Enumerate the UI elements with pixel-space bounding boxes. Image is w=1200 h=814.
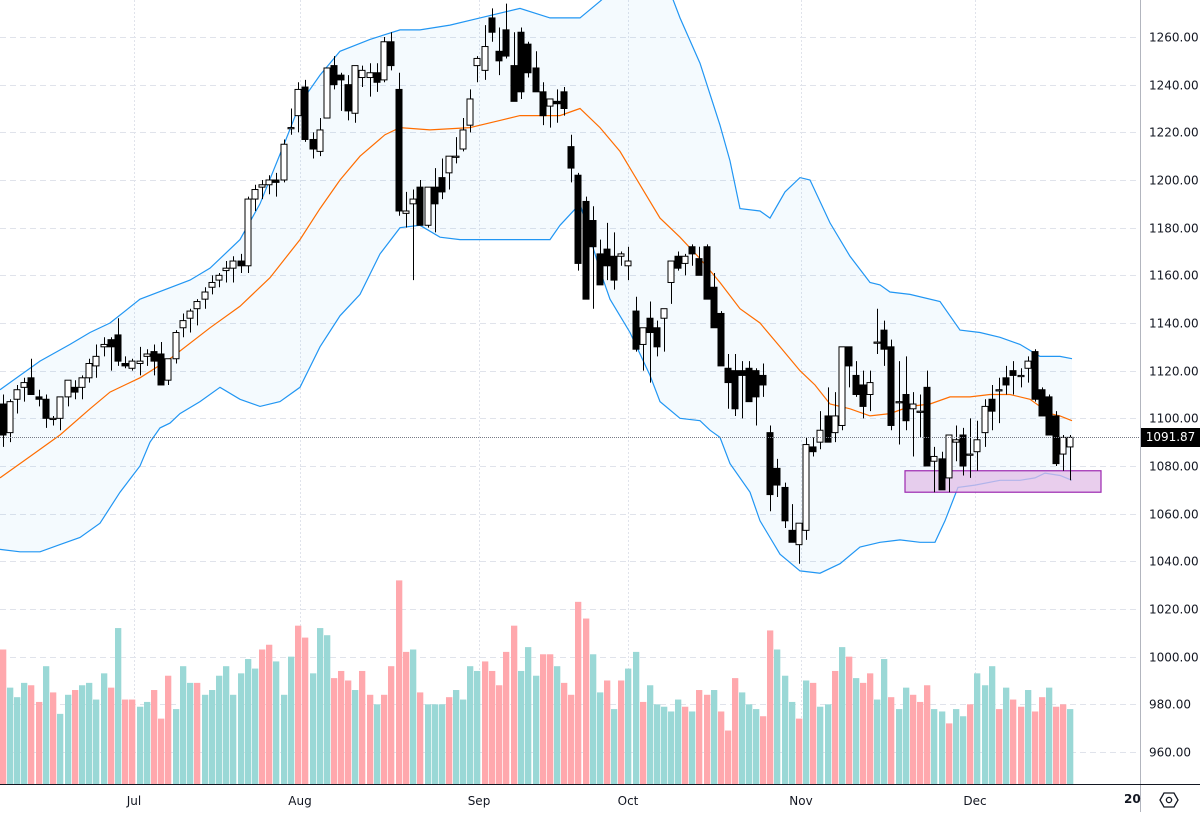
time-axis[interactable]: Jul Aug Sep Oct Nov Dec — [0, 784, 1200, 809]
price-tick-label: 1100.00 — [1149, 412, 1199, 426]
price-tick-label: 1240.00 — [1149, 79, 1199, 93]
price-tick-label: 1180.00 — [1149, 222, 1199, 236]
price-tick-label: 1220.00 — [1149, 126, 1199, 140]
candles — [0, 3, 1074, 564]
gear-hexagon-icon — [1159, 792, 1179, 808]
price-axis[interactable]: 1260.00 1240.00 1220.00 1200.00 1180.00 1160.… — [1140, 0, 1199, 812]
price-tick-label: 1120.00 — [1149, 365, 1199, 379]
price-tick-label: 1020.00 — [1149, 603, 1199, 617]
month-tick-label: Sep — [468, 794, 491, 808]
price-tick-label: 980.00 — [1149, 698, 1191, 712]
month-tick-label: Nov — [789, 794, 812, 808]
volume-histogram — [0, 580, 1074, 784]
bb-basis-line — [0, 107, 1073, 479]
month-tick-label: Aug — [288, 794, 311, 808]
price-tick-label: 1140.00 — [1149, 317, 1199, 331]
month-tick-label: Oct — [618, 794, 639, 808]
price-grid — [0, 37, 1140, 753]
time-grid — [134, 0, 976, 784]
support-zone-rectangle[interactable] — [904, 470, 1102, 493]
last-price-badge: 1091.87 — [1141, 428, 1200, 447]
price-tick-label: 1040.00 — [1149, 555, 1199, 569]
month-tick-label: Dec — [963, 794, 986, 808]
chart-settings-button[interactable] — [1158, 790, 1180, 810]
price-tick-label: 1060.00 — [1149, 508, 1199, 522]
price-tick-label: 1080.00 — [1149, 460, 1199, 474]
year-label: 20 — [1124, 792, 1141, 806]
price-tick-label: 1160.00 — [1149, 269, 1199, 283]
price-tick-label: 960.00 — [1149, 746, 1191, 760]
month-tick-label: Jul — [126, 794, 141, 808]
price-tick-label: 1000.00 — [1149, 651, 1199, 665]
price-tick-label: 1200.00 — [1149, 174, 1199, 188]
price-tick-label: 1260.00 — [1149, 31, 1199, 45]
